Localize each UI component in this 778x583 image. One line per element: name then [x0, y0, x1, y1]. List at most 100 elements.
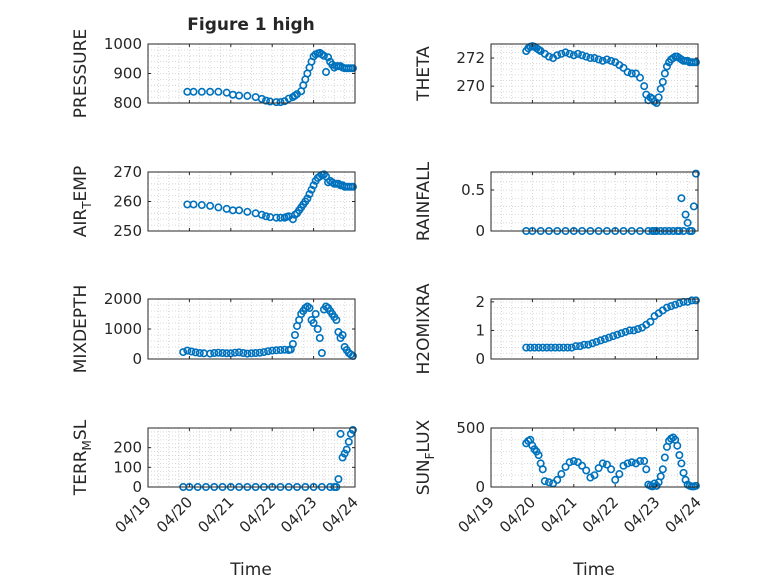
data-point: [222, 349, 231, 358]
data-point: [206, 349, 215, 358]
data-point: [640, 82, 649, 91]
x-tick-label: 04/23: [277, 493, 320, 536]
axes-box: [490, 171, 699, 232]
x-tick-label: 04/19: [455, 493, 498, 536]
data-point: [681, 210, 690, 219]
y-tick-label: 272: [456, 49, 485, 67]
data-point: [607, 465, 616, 474]
data-point: [243, 349, 252, 358]
data-point: [334, 475, 343, 484]
data-point: [584, 340, 593, 349]
data-point: [588, 339, 597, 348]
x-tick-label: 04/20: [153, 493, 196, 536]
data-point: [646, 317, 655, 326]
data-point: [636, 457, 645, 466]
data-point: [261, 96, 270, 105]
y-axis-label: TERRMSL: [71, 419, 94, 496]
data-point: [671, 300, 680, 309]
data-point: [214, 348, 223, 357]
data-point: [642, 465, 651, 474]
axes-box: [490, 427, 699, 488]
data-point: [309, 181, 318, 190]
subplot-4: 0 0.5 RAINFALL: [414, 161, 700, 241]
data-point: [187, 347, 196, 356]
data-point: [276, 345, 285, 354]
data-point: [578, 51, 587, 60]
data-point: [569, 457, 578, 466]
data-point: [332, 315, 341, 324]
data-point: [191, 348, 200, 357]
data-point: [259, 348, 268, 357]
data-point: [542, 343, 551, 352]
data-point: [235, 348, 244, 357]
data-point: [596, 336, 605, 345]
data-point: [691, 481, 700, 490]
data-point: [573, 49, 582, 58]
data-point: [627, 458, 636, 467]
data-point: [615, 470, 624, 479]
data-point: [619, 63, 628, 72]
x-axis-label-right: Time: [572, 560, 615, 580]
data-point: [342, 445, 351, 454]
y-tick-label: 1: [475, 321, 485, 339]
data-point: [288, 339, 297, 348]
data-point: [346, 429, 355, 438]
data-point: [348, 64, 357, 73]
data-point: [687, 296, 696, 305]
data-point: [261, 212, 270, 221]
data-point: [677, 459, 686, 468]
data-point: [677, 194, 686, 203]
data-point: [540, 477, 549, 486]
y-tick-label: 0.5: [461, 181, 485, 199]
data-point: [305, 190, 314, 199]
data-point: [660, 69, 669, 78]
data-point: [264, 347, 273, 356]
data-point: [633, 324, 642, 333]
figure-title: Figure 1 high: [187, 15, 315, 35]
data-point: [305, 303, 314, 312]
data-point: [557, 470, 566, 479]
data-point: [602, 55, 611, 64]
y-tick-label: 0: [132, 350, 142, 368]
data-point: [243, 207, 252, 216]
data-point: [683, 218, 692, 227]
data-point: [315, 333, 324, 342]
data-point: [553, 51, 562, 60]
data-point: [544, 52, 553, 61]
data-point: [319, 170, 328, 179]
data-point: [640, 457, 649, 466]
x-tick-label: 04/21: [537, 493, 580, 536]
data-point: [214, 203, 223, 212]
data-point: [565, 49, 574, 58]
data-point: [571, 342, 580, 351]
data-point: [239, 348, 248, 357]
data-point: [691, 296, 700, 305]
subplot-3: 250 260 270 AIRTEMP: [71, 163, 357, 240]
data-point: [257, 94, 266, 103]
data-point: [656, 84, 665, 93]
y-axis-label: AIRTEMP: [71, 166, 94, 237]
data-point: [257, 210, 266, 219]
data-point: [183, 346, 192, 355]
data-point: [598, 56, 607, 65]
data-point: [538, 343, 547, 352]
data-point: [307, 185, 316, 194]
data-point: [311, 309, 320, 318]
data-point: [206, 87, 215, 96]
data-point: [600, 334, 609, 343]
data-point: [276, 98, 285, 107]
data-point: [675, 299, 684, 308]
data-point: [338, 330, 347, 339]
data-point: [580, 340, 589, 349]
data-point: [303, 194, 312, 203]
data-point: [576, 342, 585, 351]
data-point: [611, 475, 620, 484]
data-point: [210, 348, 219, 357]
x-tick-label: 04/19: [112, 493, 155, 536]
data-point: [534, 343, 543, 352]
data-point: [235, 91, 244, 100]
data-point: [675, 451, 684, 460]
data-point: [344, 437, 353, 446]
